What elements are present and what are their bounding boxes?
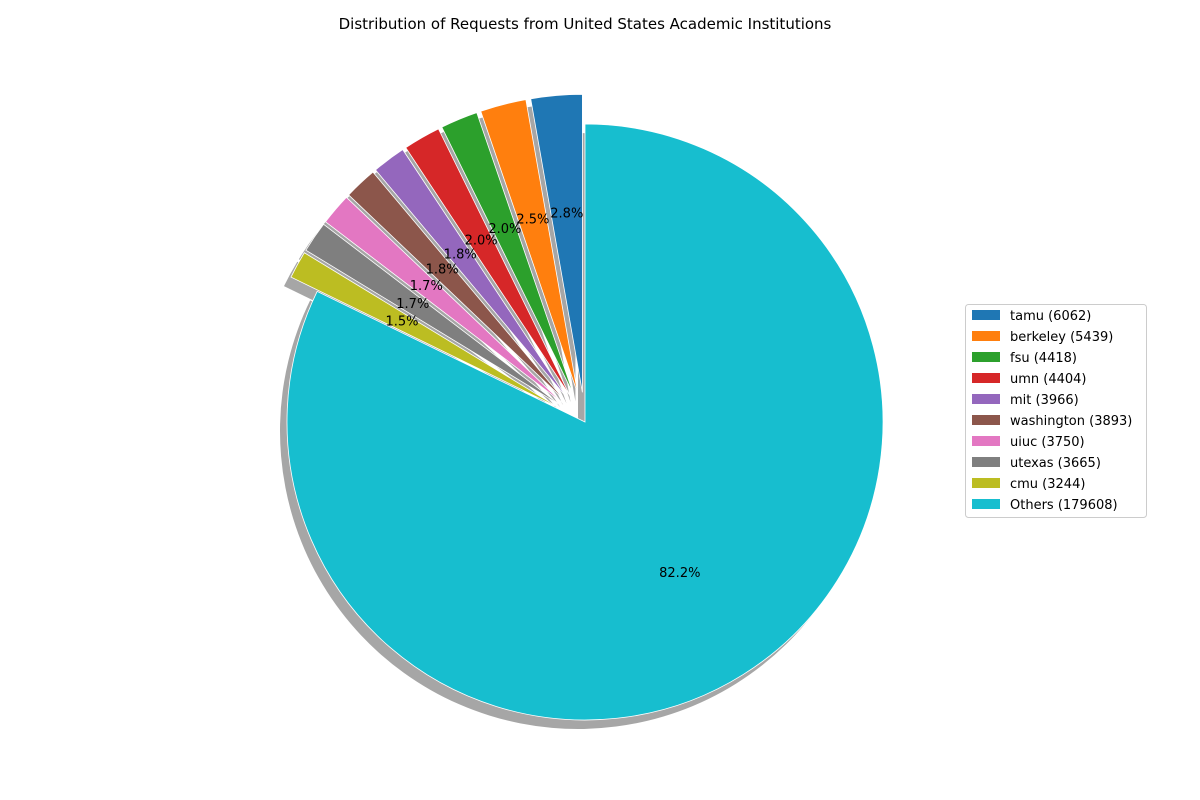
legend-swatch-tamu [972, 310, 1000, 320]
legend-item-washington: washington (3893) [972, 414, 1132, 429]
legend-item-others: Others (179608) [972, 498, 1118, 513]
legend-swatch-umn [972, 373, 1000, 383]
legend-swatch-fsu [972, 352, 1000, 362]
pie-slice-others [286, 123, 884, 721]
legend-item-fsu: fsu (4418) [972, 351, 1077, 366]
legend-swatch-mit [972, 394, 1000, 404]
legend-label-washington: washington (3893) [1010, 414, 1132, 429]
pie-slice-uiuc [324, 196, 563, 403]
legend-item-mit: mit (3966) [972, 393, 1079, 408]
legend-label-utexas: utexas (3665) [1010, 456, 1101, 471]
legend-label-tamu: tamu (6062) [1010, 309, 1091, 324]
legend-label-others: Others (179608) [1010, 498, 1118, 513]
pie-slice-washington [348, 171, 565, 401]
legend-item-berkeley: berkeley (5439) [972, 330, 1113, 345]
pie-slice-berkeley [480, 99, 578, 394]
legend-swatch-washington [972, 415, 1000, 425]
legend-swatch-uiuc [972, 436, 1000, 446]
legend-label-uiuc: uiuc (3750) [1010, 435, 1085, 450]
percent-label-uiuc: 1.7% [410, 279, 443, 294]
legend-item-tamu: tamu (6062) [972, 309, 1091, 324]
pie-slice-utexas [305, 223, 561, 406]
legend-swatch-cmu [972, 478, 1000, 488]
legend-item-umn: umn (4404) [972, 372, 1087, 387]
chart-title: Distribution of Requests from United Sta… [339, 15, 832, 33]
pie-slice-umn [405, 128, 571, 397]
legend-frame [965, 304, 1147, 518]
percent-label-umn: 2.0% [465, 234, 498, 249]
percent-label-utexas: 1.7% [396, 297, 429, 312]
legend-swatch-berkeley [972, 331, 1000, 341]
legend-swatch-utexas [972, 457, 1000, 467]
pie-slice-cmu [290, 252, 560, 409]
pie-slice-fsu [441, 112, 574, 395]
pie-slice-mit [374, 149, 568, 399]
percent-label-others: 82.2% [659, 566, 700, 581]
percent-label-berkeley: 2.5% [516, 213, 549, 228]
legend-label-cmu: cmu (3244) [1010, 477, 1085, 492]
legend-label-fsu: fsu (4418) [1010, 351, 1077, 366]
legend-swatch-others [972, 499, 1000, 509]
legend-label-umn: umn (4404) [1010, 372, 1087, 387]
percent-label-washington: 1.8% [426, 263, 459, 278]
legend-item-uiuc: uiuc (3750) [972, 435, 1085, 450]
percent-label-mit: 1.8% [444, 247, 477, 262]
pie-slices [286, 93, 884, 721]
pie-slice-tamu [530, 93, 583, 393]
legend: tamu (6062) berkeley (5439) fsu (4418) umn … [965, 304, 1147, 518]
legend-items: tamu (6062) berkeley (5439) fsu (4418) umn … [972, 309, 1132, 513]
legend-label-mit: mit (3966) [1010, 393, 1079, 408]
percent-label-cmu: 1.5% [385, 314, 418, 329]
percent-labels: 2.8%2.5%2.0%2.0%1.8%1.8%1.7%1.7%1.5%82.2… [385, 207, 700, 581]
legend-item-cmu: cmu (3244) [972, 477, 1085, 492]
legend-label-berkeley: berkeley (5439) [1010, 330, 1113, 345]
percent-label-fsu: 2.0% [488, 222, 521, 237]
percent-label-tamu: 2.8% [550, 207, 583, 222]
legend-item-utexas: utexas (3665) [972, 456, 1101, 471]
